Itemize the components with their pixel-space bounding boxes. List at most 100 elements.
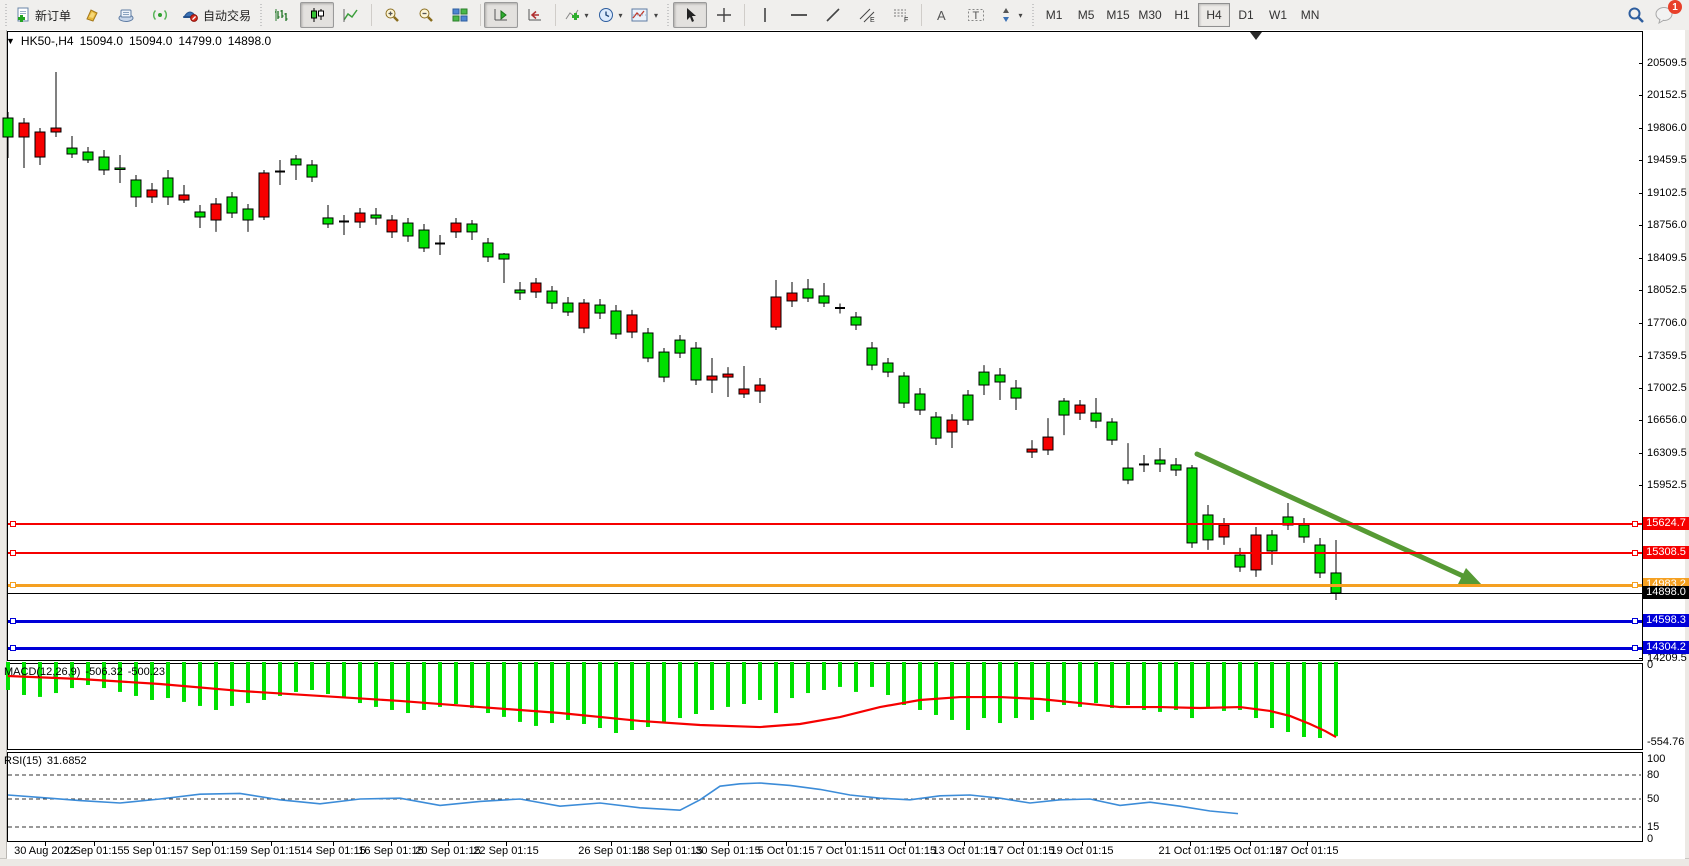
toolbar: 新订单 自动交易 xyxy=(0,0,1689,31)
timeframe-mn[interactable]: MN xyxy=(1300,8,1320,22)
timeframe-w1[interactable]: W1 xyxy=(1269,8,1288,22)
hline-14983.2-handle[interactable] xyxy=(10,582,16,588)
autotrading-button[interactable]: 自动交易 xyxy=(177,2,255,28)
trendline-button[interactable] xyxy=(816,2,850,28)
timeframe-m15[interactable]: M15 xyxy=(1106,8,1130,22)
hline-14304.2-handle[interactable] xyxy=(1632,645,1638,651)
window-edge xyxy=(0,858,1689,866)
chart-shift-marker[interactable] xyxy=(1250,32,1262,40)
reports-button[interactable] xyxy=(109,2,143,28)
rsi-label: RSI(15) 31.6852 xyxy=(4,755,87,767)
tile-windows-button[interactable] xyxy=(443,2,477,28)
hline-15624.7-handle[interactable] xyxy=(10,521,16,527)
zoom-in-button[interactable] xyxy=(375,2,409,28)
crosshair-button[interactable] xyxy=(707,2,741,28)
arrows-button[interactable]: ▾ xyxy=(993,2,1027,28)
chart-shift-button[interactable] xyxy=(518,2,552,28)
channel-button[interactable]: E xyxy=(850,2,884,28)
periods-button[interactable]: ▾ xyxy=(593,2,627,28)
timeframe-m30[interactable]: M30 xyxy=(1138,8,1162,22)
equidistant-channel-icon: E xyxy=(858,7,876,23)
hline-15308.5-price-label: 15308.5 xyxy=(1643,546,1689,559)
price-scale[interactable]: 20509.5 20152.5 19806.0 19459.5 19102.5 18756… xyxy=(1639,30,1687,859)
bar-chart-button[interactable] xyxy=(266,2,300,28)
text-button[interactable]: A xyxy=(925,2,959,28)
timeframe-h4[interactable]: H4 xyxy=(1198,3,1231,27)
text-label-icon: T xyxy=(967,7,985,23)
svg-text:T: T xyxy=(973,10,980,22)
time-tick-label: 21 Oct 01:15 xyxy=(1158,845,1222,857)
horizontal-line-icon xyxy=(790,7,808,23)
vertical-line-button[interactable] xyxy=(748,2,782,28)
rsi-scale-label: 50 xyxy=(1647,793,1660,805)
cursor-button[interactable] xyxy=(673,2,708,28)
price-tick-label: 17359.5 xyxy=(1647,350,1687,362)
line-chart-button[interactable] xyxy=(334,2,368,28)
new-order-icon xyxy=(15,7,31,23)
hline-14598.3-handle[interactable] xyxy=(10,618,16,624)
time-tick-label: 5 Oct 01:15 xyxy=(757,845,815,857)
hline-14598.3[interactable] xyxy=(8,620,1642,623)
chevron-down-icon: ▾ xyxy=(1018,10,1023,20)
ohlc-high: 15094.0 xyxy=(129,34,173,48)
trendline-icon xyxy=(825,7,841,23)
timeframe-h1[interactable]: H1 xyxy=(1174,8,1190,22)
collapse-triangle-icon[interactable]: ▼ xyxy=(6,36,15,46)
price-tick-label: 19102.5 xyxy=(1647,187,1687,199)
hline-15624.7-price-label: 15624.7 xyxy=(1643,517,1689,530)
printer-icon xyxy=(117,7,135,23)
candlestick-chart-button[interactable] xyxy=(300,2,335,28)
main-chart-panel[interactable] xyxy=(7,31,1643,661)
horizontal-line-button[interactable] xyxy=(782,2,816,28)
search-icon[interactable] xyxy=(1627,6,1645,24)
hline-15308.5[interactable] xyxy=(8,552,1642,554)
chevron-down-icon: ▾ xyxy=(584,10,589,20)
template-icon xyxy=(631,7,649,23)
time-tick-label: 19 Oct 01:15 xyxy=(1050,845,1114,857)
hline-15624.7-handle[interactable] xyxy=(1632,521,1638,527)
auto-scroll-button[interactable] xyxy=(484,2,519,28)
macd-label: MACD(12,26,9) -506.32 -500.23 xyxy=(4,666,166,678)
macd-panel[interactable] xyxy=(7,663,1643,750)
time-tick-label: 30 Sep 01:15 xyxy=(695,845,761,857)
chart-ohlc-header: ▼ HK50-,H4 15094.0 15094.0 14799.0 14898… xyxy=(6,34,271,48)
timeframe-m1[interactable]: M1 xyxy=(1045,8,1063,22)
chat-icon[interactable]: 1 xyxy=(1655,0,1682,24)
timeframe-d1[interactable]: D1 xyxy=(1238,8,1254,22)
indicators-button[interactable]: ▾ xyxy=(559,2,593,28)
quotes-button[interactable] xyxy=(75,2,109,28)
ohlc-low: 14799.0 xyxy=(178,34,222,48)
price-tick-label: 19806.0 xyxy=(1647,122,1687,134)
hline-15308.5-handle[interactable] xyxy=(10,550,16,556)
time-tick-label: 13 Oct 01:15 xyxy=(932,845,996,857)
zoom-out-button[interactable] xyxy=(409,2,443,28)
hline-15624.7[interactable] xyxy=(8,523,1642,525)
hline-14304.2[interactable] xyxy=(8,647,1642,650)
price-tick-label: 20152.5 xyxy=(1647,89,1687,101)
text-label-button[interactable]: T xyxy=(959,2,993,28)
hline-14983.2-handle[interactable] xyxy=(1632,582,1638,588)
timeframe-group: M1 M5 M15 M30 H1 H4 D1 W1 MN xyxy=(1038,3,1326,27)
rsi-scale-label: 15 xyxy=(1647,821,1660,833)
fibonacci-icon: F xyxy=(892,7,910,23)
window-edge xyxy=(0,30,7,866)
fibonacci-button[interactable]: F xyxy=(884,2,918,28)
indicators-icon xyxy=(564,7,580,23)
time-tick-label: 14 Sep 01:15 xyxy=(300,845,366,857)
new-order-button[interactable]: 新订单 xyxy=(11,2,75,28)
hline-14304.2-handle[interactable] xyxy=(10,645,16,651)
signals-button[interactable] xyxy=(143,2,177,28)
templates-button[interactable]: ▾ xyxy=(627,2,662,28)
rsi-panel[interactable] xyxy=(7,752,1643,842)
time-scale[interactable]: 30 Aug 2022 1 Sep 01:15 5 Sep 01:15 7 Sep 0… xyxy=(7,842,1643,859)
hline-14983.2[interactable] xyxy=(8,584,1642,587)
timeframe-m5[interactable]: M5 xyxy=(1077,8,1095,22)
rsi-scale-label: 0 xyxy=(1647,833,1654,845)
hline-15308.5-handle[interactable] xyxy=(1632,550,1638,556)
vertical-line-icon xyxy=(760,7,770,23)
time-tick-label: 22 Sep 01:15 xyxy=(473,845,539,857)
hline-14598.3-handle[interactable] xyxy=(1632,618,1638,624)
svg-text:F: F xyxy=(904,17,908,23)
line-chart-icon xyxy=(343,7,359,23)
time-tick-label: 26 Sep 01:15 xyxy=(578,845,644,857)
